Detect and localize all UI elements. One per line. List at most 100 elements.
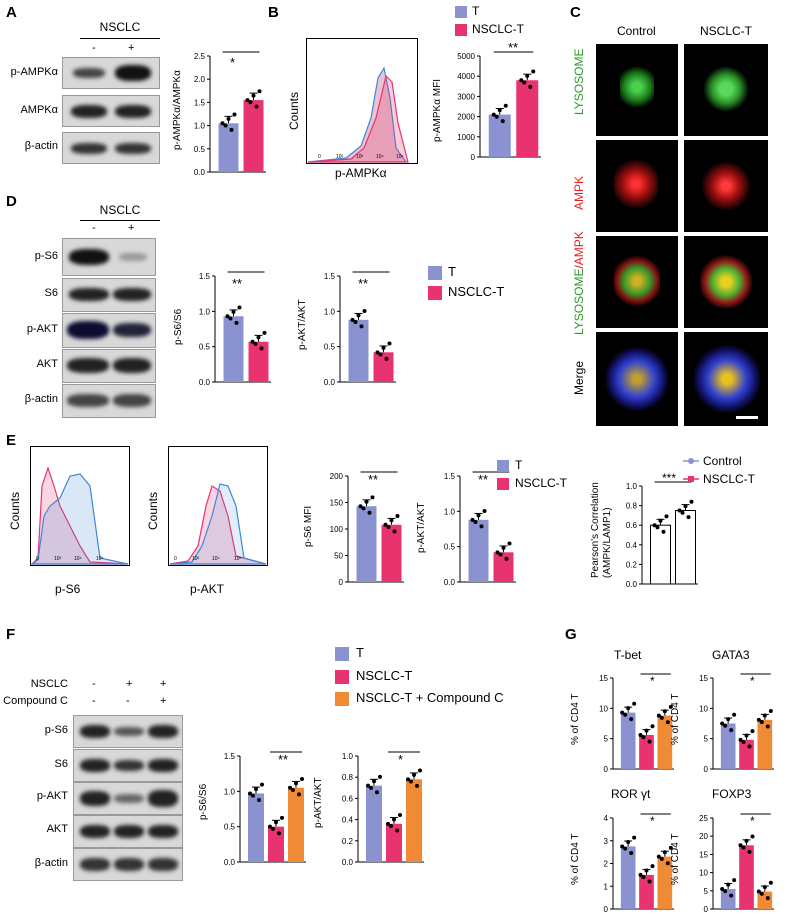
panel-label-b: B xyxy=(268,4,279,21)
data-point xyxy=(504,556,509,561)
svg-text:10⁴: 10⁴ xyxy=(376,154,384,160)
chart-e-sig2: ** xyxy=(478,472,489,487)
data-point xyxy=(254,787,258,792)
data-point xyxy=(756,717,761,722)
bar xyxy=(757,891,773,909)
data-point xyxy=(644,728,649,733)
bar xyxy=(268,826,284,862)
y-tick-label: 0.0 xyxy=(342,858,354,867)
y-tick-label: 1.0 xyxy=(199,307,211,316)
data-point xyxy=(680,510,685,515)
image-control-overlay xyxy=(596,236,678,328)
data-point xyxy=(409,779,413,784)
blot-a-row3 xyxy=(62,132,160,164)
data-point xyxy=(498,552,503,557)
data-point xyxy=(378,774,382,779)
y-tick-label: 4000 xyxy=(457,72,475,81)
data-point xyxy=(665,861,670,866)
y-tick-label: 50 xyxy=(334,552,343,561)
chart-b-bar: 0 1000 2000 3000 4000 5000 xyxy=(457,51,541,162)
data-point xyxy=(392,817,396,822)
data-point xyxy=(415,783,419,788)
data-point xyxy=(629,851,634,856)
data-point xyxy=(387,341,392,346)
y-tick-label: 0.5 xyxy=(444,543,456,552)
data-point xyxy=(232,112,237,117)
data-point xyxy=(381,345,386,350)
data-point xyxy=(686,515,691,520)
panel-label-f: F xyxy=(6,626,16,643)
data-point xyxy=(656,713,661,718)
chart-e-pearson-sig: *** xyxy=(662,471,677,485)
data-point xyxy=(726,717,731,722)
blot-d-row4-label: AKT xyxy=(36,358,58,370)
data-point xyxy=(741,845,746,850)
image-nsclct-overlay xyxy=(684,236,768,328)
data-point xyxy=(720,886,725,891)
chart-e-pearson-ylabel2: (AMPK/LAMP1) xyxy=(602,507,613,578)
y-tick-label: 1.0 xyxy=(444,507,456,516)
data-point xyxy=(362,309,367,314)
y-tick-label: 1.5 xyxy=(444,472,456,481)
panel-label-c: C xyxy=(570,4,581,21)
y-tick-label: 0.6 xyxy=(342,794,354,803)
e-legend-nsclct: NSCLC-T xyxy=(515,476,568,490)
data-point xyxy=(650,864,655,869)
data-point xyxy=(756,889,761,894)
data-point xyxy=(254,104,259,109)
data-point xyxy=(256,335,261,340)
data-point xyxy=(647,739,652,744)
chart-d-bar1: 0.0 0.5 1.0 1.5 xyxy=(199,271,271,387)
f-legend-compoundc-swatch xyxy=(335,692,349,706)
f-sign-1-2: + xyxy=(126,678,133,690)
c-col-control: Control xyxy=(617,24,656,38)
y-tick-label: 100 xyxy=(330,525,344,534)
y-tick-label: 25 xyxy=(699,814,708,823)
data-point xyxy=(257,798,261,803)
bar xyxy=(348,319,369,382)
data-point xyxy=(225,314,230,319)
data-point xyxy=(750,729,755,734)
data-point xyxy=(369,785,373,790)
data-point xyxy=(288,785,292,790)
scale-bar xyxy=(736,416,758,419)
data-point xyxy=(641,875,646,880)
y-tick-label: 1.0 xyxy=(342,752,354,761)
histogram-e2: 0 10³ 10⁴ 10⁵ xyxy=(168,446,268,566)
data-point xyxy=(525,73,530,78)
data-point xyxy=(234,320,239,325)
data-point xyxy=(482,509,487,514)
y-tick-label: 1.0 xyxy=(324,307,336,316)
f-legend-nsclct-swatch xyxy=(335,670,349,684)
histogram-e1-xlabel: p-S6 xyxy=(55,582,81,596)
data-point xyxy=(762,885,767,890)
data-point xyxy=(297,792,301,797)
y-tick-label: 0.2 xyxy=(342,837,354,846)
svg-text:0: 0 xyxy=(318,154,321,160)
data-point xyxy=(476,513,481,518)
bar xyxy=(650,524,671,585)
data-point xyxy=(650,724,655,729)
d-legend-t: T xyxy=(448,264,456,279)
data-point xyxy=(661,529,666,534)
data-point xyxy=(626,706,631,711)
data-point xyxy=(229,127,234,132)
data-point xyxy=(759,720,764,725)
data-point xyxy=(626,840,631,845)
blot-f-row1-label: p-S6 xyxy=(44,724,68,736)
y-tick-label: 0.5 xyxy=(224,823,236,832)
y-tick-label: 5 xyxy=(604,735,609,744)
data-point xyxy=(744,838,749,843)
data-point xyxy=(491,112,496,117)
data-point xyxy=(389,518,394,523)
svg-text:10⁴: 10⁴ xyxy=(74,556,82,562)
c-row-overlay: LYSOSOME/AMPK xyxy=(572,231,586,335)
bar xyxy=(218,123,239,172)
histogram-b-ylabel: Counts xyxy=(287,91,301,130)
chart-f-bar1: 0.0 0.5 1.0 1.5 xyxy=(224,751,306,867)
data-point xyxy=(531,69,536,74)
data-point xyxy=(723,723,728,728)
data-point xyxy=(759,891,764,896)
bar xyxy=(620,712,636,769)
histogram-e2-xlabel: p-AKT xyxy=(190,582,225,596)
